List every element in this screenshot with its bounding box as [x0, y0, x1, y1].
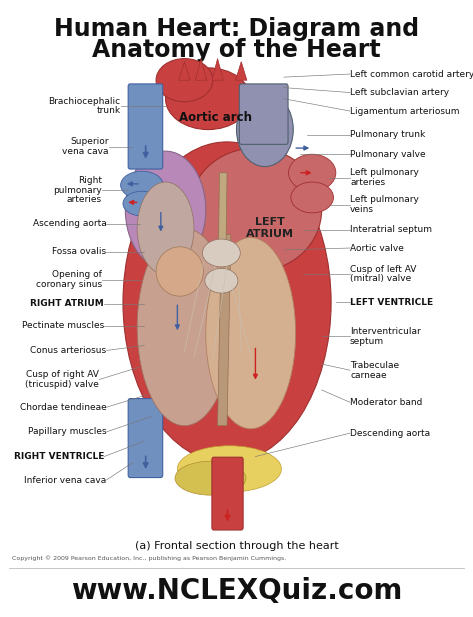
Text: Left subclavian artery: Left subclavian artery	[350, 88, 449, 97]
Text: Right
pulmonary
arteries: Right pulmonary arteries	[53, 176, 102, 204]
Text: Brachiocephalic
trunk: Brachiocephalic trunk	[49, 97, 121, 115]
Polygon shape	[236, 62, 247, 80]
Text: (a) Frontal section through the heart: (a) Frontal section through the heart	[135, 541, 338, 551]
Text: Aortic valve: Aortic valve	[350, 244, 404, 252]
Ellipse shape	[289, 154, 336, 191]
FancyBboxPatch shape	[128, 84, 163, 169]
Text: Moderator band: Moderator band	[350, 398, 422, 407]
Text: Ligamentum arteriosum: Ligamentum arteriosum	[350, 107, 460, 115]
Text: Pulmonary valve: Pulmonary valve	[350, 150, 426, 159]
Text: Copyright © 2009 Pearson Education, Inc., publishing as Pearson Benjamin Cumming: Copyright © 2009 Pearson Education, Inc.…	[12, 555, 286, 561]
Text: RIGHT VENTRICLE: RIGHT VENTRICLE	[14, 452, 104, 461]
Text: Papillary muscles: Papillary muscles	[28, 428, 106, 436]
FancyBboxPatch shape	[212, 457, 243, 530]
Ellipse shape	[121, 171, 163, 199]
Ellipse shape	[205, 268, 238, 293]
Text: Opening of
coronary sinus: Opening of coronary sinus	[35, 270, 102, 289]
Ellipse shape	[291, 182, 333, 213]
Polygon shape	[219, 173, 227, 244]
Text: Interatrial septum: Interatrial septum	[350, 225, 432, 234]
Ellipse shape	[236, 93, 293, 167]
Ellipse shape	[156, 59, 213, 102]
Ellipse shape	[125, 151, 206, 268]
Text: Pectinate muscles: Pectinate muscles	[22, 321, 104, 330]
Text: Interventricular
septum: Interventricular septum	[350, 327, 421, 346]
Text: Descending aorta: Descending aorta	[350, 429, 430, 437]
Text: Left common carotid artery: Left common carotid artery	[350, 70, 473, 78]
Polygon shape	[195, 59, 207, 80]
Ellipse shape	[202, 239, 240, 267]
Text: Inferior vena cava: Inferior vena cava	[24, 476, 106, 484]
Ellipse shape	[137, 182, 194, 275]
FancyBboxPatch shape	[128, 399, 163, 478]
Text: www.NCLEXQuiz.com: www.NCLEXQuiz.com	[71, 577, 402, 605]
Ellipse shape	[206, 238, 296, 429]
Text: Trabeculae
carneae: Trabeculae carneae	[350, 361, 399, 379]
Text: RIGHT ATRIUM: RIGHT ATRIUM	[30, 299, 104, 308]
Text: Cusp of right AV
(tricuspid) valve: Cusp of right AV (tricuspid) valve	[26, 370, 99, 389]
Text: Human Heart: Diagram and: Human Heart: Diagram and	[54, 17, 419, 41]
Ellipse shape	[137, 228, 232, 426]
Text: Cusp of left AV
(mitral) valve: Cusp of left AV (mitral) valve	[350, 265, 416, 283]
Text: Superior
vena cava: Superior vena cava	[62, 138, 109, 156]
Ellipse shape	[177, 445, 281, 492]
Text: LEFT VENTRICLE: LEFT VENTRICLE	[350, 298, 433, 307]
Text: Aortic arch: Aortic arch	[179, 110, 252, 124]
Text: Left pulmonary
veins: Left pulmonary veins	[350, 196, 419, 214]
Ellipse shape	[166, 68, 251, 130]
Ellipse shape	[189, 148, 322, 271]
Text: Pulmonary trunk: Pulmonary trunk	[350, 130, 425, 139]
Ellipse shape	[123, 142, 331, 463]
Polygon shape	[212, 59, 223, 80]
FancyBboxPatch shape	[239, 84, 288, 144]
Ellipse shape	[156, 247, 203, 296]
Polygon shape	[179, 62, 190, 80]
Text: Anatomy of the Heart: Anatomy of the Heart	[92, 38, 381, 62]
Text: Fossa ovalis: Fossa ovalis	[53, 247, 106, 256]
Text: LEFT
ATRIUM: LEFT ATRIUM	[245, 217, 294, 239]
Text: Chordae tendineae: Chordae tendineae	[20, 403, 106, 412]
Text: Ascending aorta: Ascending aorta	[33, 220, 106, 228]
Polygon shape	[218, 234, 231, 426]
Text: Left pulmonary
arteries: Left pulmonary arteries	[350, 168, 419, 187]
Text: Conus arteriosus: Conus arteriosus	[30, 346, 106, 355]
Ellipse shape	[175, 462, 246, 495]
Ellipse shape	[123, 191, 161, 216]
